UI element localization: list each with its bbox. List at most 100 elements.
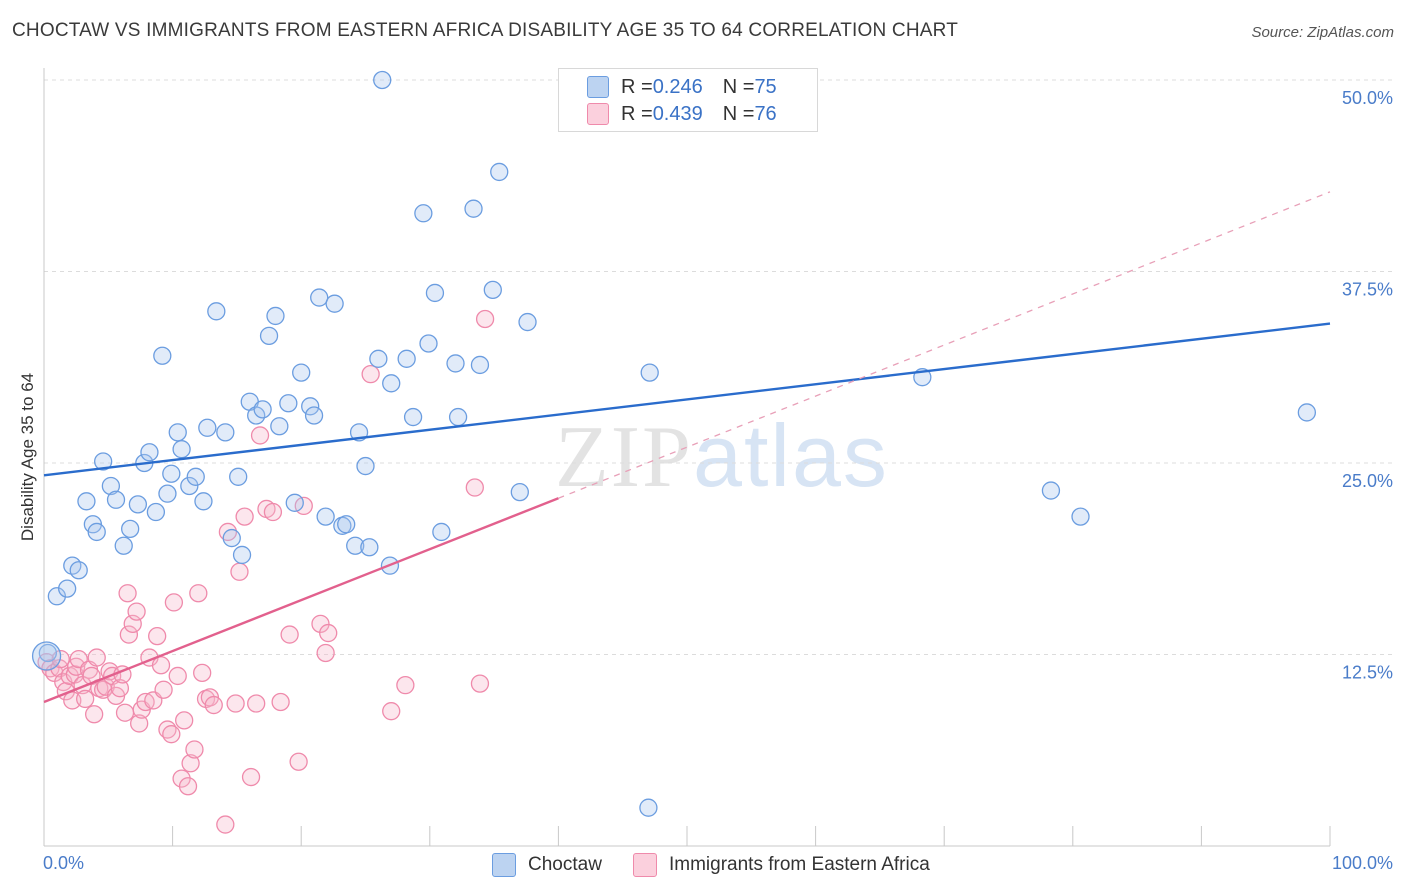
data-point-choctaw <box>346 536 365 555</box>
legend-swatch-choctaw <box>587 76 609 98</box>
data-point-choctaw <box>325 294 344 313</box>
data-point-choctaw <box>194 492 213 511</box>
legend-n-label: N = <box>722 102 755 125</box>
data-point-immigrants <box>85 705 104 724</box>
data-point-choctaw <box>446 354 465 373</box>
data-point-choctaw <box>279 394 298 413</box>
data-point-immigrants <box>470 674 490 693</box>
data-point-immigrants <box>204 695 223 715</box>
data-point-immigrants <box>465 478 484 497</box>
data-point-choctaw <box>158 484 177 503</box>
data-point-choctaw <box>198 418 217 437</box>
data-point-immigrants <box>250 426 270 445</box>
x-tick-label-max: 100.0% <box>1332 853 1393 873</box>
legend-row-immigrants: R = 0.439 N = 76 <box>587 101 777 127</box>
data-point-immigrants <box>118 584 137 603</box>
data-point-choctaw <box>490 162 509 182</box>
data-point-immigrants <box>396 675 415 695</box>
data-point-choctaw <box>1041 481 1061 500</box>
data-point-choctaw <box>464 199 483 218</box>
data-point-choctaw <box>266 306 285 326</box>
data-point-immigrants <box>247 694 266 713</box>
data-point-choctaw <box>304 406 324 425</box>
data-point-immigrants <box>280 625 299 644</box>
data-point-choctaw <box>448 407 468 427</box>
data-point-choctaw <box>31 641 62 671</box>
data-point-choctaw <box>285 493 304 512</box>
data-point-choctaw <box>397 349 416 368</box>
data-point-choctaw <box>270 417 289 436</box>
data-point-choctaw <box>128 495 148 514</box>
data-point-immigrants <box>154 680 173 699</box>
data-point-choctaw <box>640 363 659 382</box>
data-point-choctaw <box>38 643 58 663</box>
data-point-choctaw <box>470 355 490 375</box>
data-point-immigrants <box>130 714 149 733</box>
data-point-choctaw <box>518 312 537 332</box>
data-point-choctaw <box>153 346 172 365</box>
legend-n-value: 75 <box>754 75 777 98</box>
data-point-immigrants <box>164 593 184 612</box>
legend: R = 0.246 N = 75 R = 0.439 N = 76 <box>558 68 818 132</box>
data-point-immigrants <box>311 614 330 634</box>
data-point-immigrants <box>162 725 181 744</box>
data-point-choctaw <box>337 515 356 534</box>
data-point-choctaw <box>162 464 181 483</box>
legend-n-label: N = <box>722 75 755 98</box>
legend-r-value: 0.246 <box>652 75 703 98</box>
y-tick-label: 12.5% <box>1342 663 1393 683</box>
series-immigrants-points <box>37 309 495 834</box>
bottom-legend-label-immigrants: Immigrants from Eastern Africa <box>669 854 930 875</box>
data-point-immigrants <box>235 507 254 526</box>
data-point-immigrants <box>226 694 245 713</box>
data-point-immigrants <box>76 689 95 709</box>
data-point-immigrants <box>361 364 380 384</box>
data-point-immigrants <box>148 626 167 646</box>
data-point-choctaw <box>373 70 392 90</box>
x-tick-label-min: 0.0% <box>43 853 84 873</box>
watermark-atlas: atlas <box>693 406 889 505</box>
data-point-immigrants <box>189 584 208 603</box>
trend-line-immigrants-extrapolated <box>558 191 1331 499</box>
data-point-immigrants <box>110 679 130 698</box>
legend-n-value: 76 <box>754 102 777 125</box>
data-point-choctaw <box>369 349 388 368</box>
trend-line-choctaw <box>43 322 1331 477</box>
y-tick-label: 50.0% <box>1342 88 1393 108</box>
data-point-choctaw <box>301 397 320 416</box>
bottom-legend-immigrants: Immigrants from Eastern Africa <box>633 852 930 878</box>
data-point-choctaw <box>69 561 88 580</box>
chart-title: CHOCTAW VS IMMIGRANTS FROM EASTERN AFRIC… <box>12 20 959 41</box>
watermark: ZIPatlas <box>555 405 889 508</box>
bottom-legend-label-choctaw: Choctaw <box>528 854 602 875</box>
trend-lines <box>43 191 1331 704</box>
data-point-choctaw <box>121 519 140 539</box>
data-point-choctaw <box>259 326 279 345</box>
data-point-choctaw <box>432 522 451 542</box>
data-point-choctaw <box>94 452 113 471</box>
data-point-choctaw <box>77 492 96 511</box>
data-point-choctaw <box>403 407 423 427</box>
legend-r-value: 0.439 <box>652 102 703 125</box>
data-point-choctaw <box>186 467 205 486</box>
bottom-legend-swatch-choctaw <box>492 853 516 877</box>
data-point-immigrants <box>230 562 249 581</box>
data-point-immigrants <box>382 702 401 721</box>
data-point-choctaw <box>1297 403 1317 422</box>
data-point-choctaw <box>229 467 248 486</box>
data-point-choctaw <box>106 490 126 509</box>
data-point-choctaw <box>146 502 166 522</box>
data-point-immigrants <box>193 663 212 683</box>
data-point-immigrants <box>289 752 308 771</box>
data-point-immigrants <box>119 625 139 644</box>
data-point-immigrants <box>115 703 135 722</box>
data-point-choctaw <box>382 374 401 393</box>
data-point-choctaw <box>316 507 335 526</box>
data-point-choctaw <box>510 482 529 502</box>
data-point-choctaw <box>414 204 433 223</box>
bottom-legend-choctaw: Choctaw <box>492 852 602 878</box>
data-point-immigrants <box>185 740 204 759</box>
source-label: Source: ZipAtlas.com <box>1251 24 1394 41</box>
data-point-choctaw <box>207 302 226 321</box>
